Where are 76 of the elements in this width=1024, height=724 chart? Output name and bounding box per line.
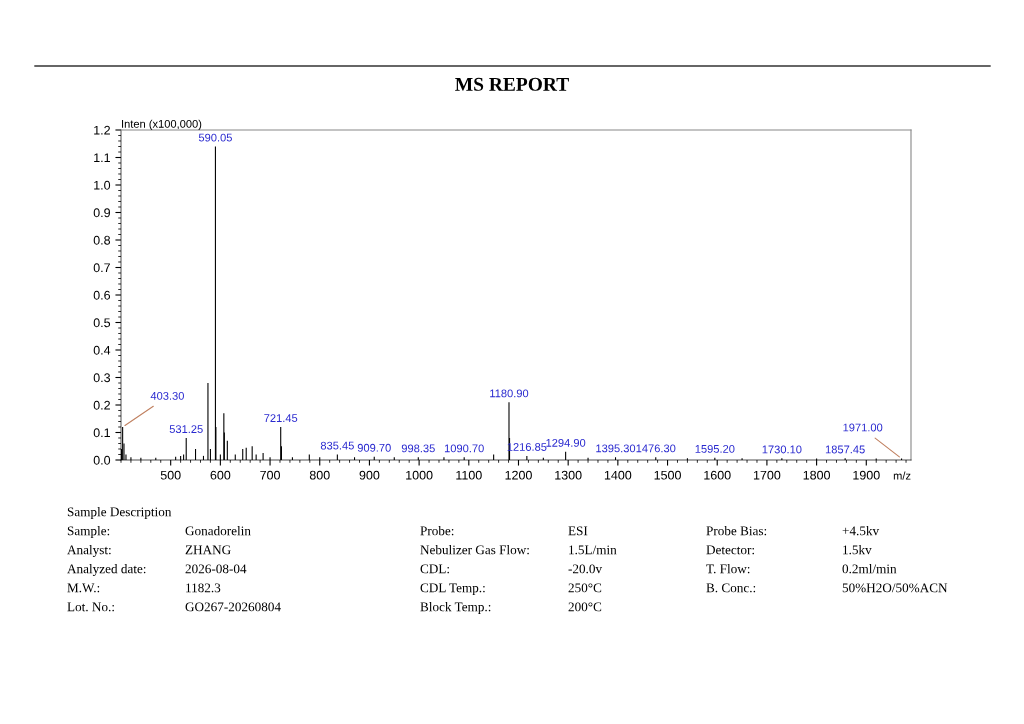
text: CDL: (420, 564, 449, 574)
x-tick-label: 1900 (853, 470, 880, 480)
x-tick-label: 900 (359, 470, 380, 480)
y-tick-label: 0.5 (93, 318, 111, 328)
x-tick-label: 1000 (406, 470, 433, 480)
x-tick-label: 1100 (456, 470, 482, 480)
x-tick-label: 1500 (654, 470, 681, 480)
text: 2026-08-04 (185, 564, 247, 574)
y-tick-label: 1.1 (94, 153, 110, 163)
text: 1.5L/min (569, 545, 617, 555)
annotation: 909.70 (357, 443, 391, 452)
text: Nebulizer Gas Flow: (420, 545, 529, 555)
text: Sample: (67, 526, 110, 538)
text: Sample Description (67, 507, 172, 519)
y-axis-title: Inten (x100,000) (122, 119, 202, 130)
annotation: 590.05 (198, 133, 232, 142)
x-tick-label: 1300 (555, 470, 582, 480)
annotation: 1090.70 (444, 444, 484, 453)
text: 200°C (568, 602, 602, 612)
annotation: 1395.30 (596, 444, 636, 453)
chart-title: MS REPORT (455, 77, 569, 91)
text: ESI (568, 526, 588, 536)
text: GO267-20260804 (185, 602, 281, 612)
x-tick-label: 1800 (803, 470, 831, 480)
x-tick-label: 1600 (704, 470, 731, 480)
text: 0.2ml/min (842, 564, 897, 574)
text: Gonadorelin (185, 526, 251, 536)
y-tick-label: 0.7 (93, 263, 110, 273)
text: T. Flow: (706, 564, 750, 574)
annotation: 403.30 (150, 391, 184, 400)
annotation: 998.35 (401, 444, 435, 453)
text: 1182.3 (186, 583, 221, 593)
text: +4.5kv (842, 526, 880, 536)
annotation: 1971.00 (843, 423, 883, 432)
text: Analyst: (67, 545, 111, 557)
y-tick-label: 0.1 (93, 428, 110, 438)
x-tick-label: 800 (309, 470, 330, 480)
text: M.W.: (67, 583, 100, 593)
annotation: 1595.20 (695, 444, 735, 453)
y-tick-label: 0.8 (93, 235, 111, 245)
x-axis-title: m/z (893, 471, 911, 480)
text: Lot. No.: (67, 602, 114, 612)
text: 1.5kv (843, 545, 872, 555)
y-tick-label: 0.2 (93, 400, 110, 410)
annotation: 1476.30 (636, 444, 676, 453)
y-tick-label: 1.0 (94, 180, 111, 190)
x-tick-label: 700 (260, 470, 280, 480)
y-tick-label: 1.2 (94, 125, 110, 135)
text: 50%H2O/50%ACN (842, 583, 948, 593)
x-tick-label: 500 (160, 470, 181, 480)
x-tick-label: 1400 (604, 470, 632, 480)
text: -20.0v (568, 564, 603, 574)
annotation: 721.45 (264, 414, 298, 423)
annotation: 1857.45 (825, 445, 865, 454)
text: CDL Temp.: (420, 583, 485, 595)
y-tick-label: 0.3 (93, 373, 111, 383)
y-tick-label: 0.4 (93, 345, 111, 355)
text: ZHANG (185, 545, 231, 555)
annotation: 835.45 (320, 441, 354, 450)
x-tick-label: 600 (210, 470, 231, 480)
text: B. Conc.: (706, 583, 756, 593)
x-tick-label: 1700 (753, 470, 781, 480)
text: Analyzed date: (67, 564, 146, 576)
annotation: 1730.10 (762, 445, 802, 454)
text: Detector: (706, 545, 755, 555)
annotation: 531.25 (169, 425, 203, 434)
text: Block Temp.: (420, 602, 491, 614)
annotation: 1180.90 (490, 389, 529, 398)
y-tick-label: 0.9 (93, 208, 110, 218)
text: 250°C (568, 583, 602, 593)
y-tick-label: 0.6 (93, 290, 111, 300)
text: Probe: (420, 526, 454, 536)
text: Probe Bias: (706, 526, 767, 536)
y-tick-label: 0.0 (93, 455, 111, 465)
x-tick-label: 1200 (505, 470, 532, 480)
annotation: 1294.90 (546, 438, 586, 447)
